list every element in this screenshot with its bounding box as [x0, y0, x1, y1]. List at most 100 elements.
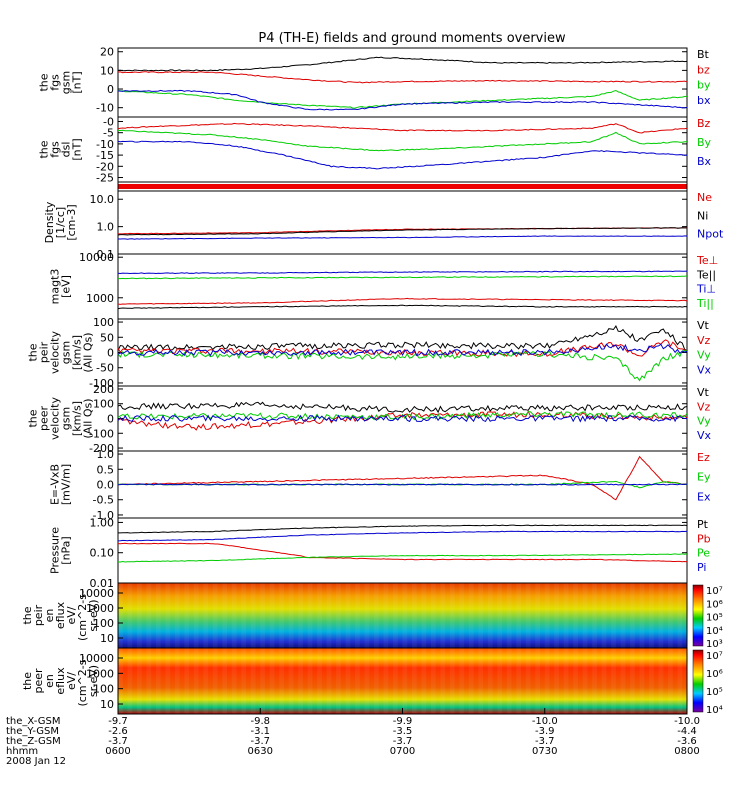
y-tick-label: 10: [100, 632, 114, 645]
y-tick-label: -10: [96, 138, 114, 151]
panels-layer: 20100-10thefgsgsm[nT]Btbzbybx-0-5-10-15-…: [21, 46, 724, 716]
panel-5: 100 50 0 -50 -100 thepeirvelocitygsm[km/s](Al…: [27, 316, 712, 390]
y-axis-label: [nPa]: [60, 536, 73, 564]
spectrogram-texture: [468, 583, 474, 648]
spectrogram-texture: [279, 583, 284, 648]
x-axis-value: -10.0: [674, 716, 700, 727]
y-axis-label: gsm: [60, 407, 73, 430]
colorbar-tick: 10⁶: [706, 599, 723, 610]
legend-entry: Te||: [696, 268, 716, 281]
spectrogram-texture: [298, 583, 303, 648]
y-tick-label: -100: [89, 377, 114, 390]
colorbar: [692, 584, 704, 647]
y-tick-label: 10000: [79, 652, 114, 665]
y-tick-label: 100: [93, 617, 114, 630]
spectrogram-texture: [658, 648, 664, 714]
y-tick-label: 1000: [86, 292, 114, 305]
y-axis-label: [km/s]: [71, 335, 84, 370]
spectrogram-texture: [193, 583, 199, 648]
spectrogram-texture: [241, 583, 247, 648]
spectrogram-texture: [336, 648, 341, 714]
spectrogram-texture: [165, 648, 171, 714]
spectrogram-texture: [525, 648, 531, 714]
spectrogram-texture: [677, 583, 683, 648]
y-axis-label: peir: [38, 341, 51, 363]
spectrogram-texture: [440, 648, 446, 714]
series-line-Vy: [117, 350, 688, 382]
y-tick-label: 1.0: [97, 221, 115, 234]
spectrogram-texture: [127, 583, 133, 648]
colorbar-tick: 10³: [706, 639, 723, 650]
x-axis-value: -3.6: [677, 736, 697, 747]
series-line-By: [117, 129, 687, 152]
y-tick-label: -50: [96, 362, 114, 375]
spectrogram-texture: [231, 648, 237, 714]
spectrogram-texture: [611, 648, 616, 714]
legend-entry: by: [697, 79, 711, 92]
spectrogram-texture: [506, 583, 512, 648]
flag-bar: [118, 184, 687, 189]
y-axis-label: sr-eV): [87, 599, 100, 631]
legend-entry: Vy: [697, 415, 711, 428]
y-axis-label: sr-eV): [87, 665, 100, 697]
spectrogram-texture: [393, 648, 398, 714]
x-axis-value: 0630: [248, 746, 273, 757]
x-axis-row-label: the_Z-GSM: [6, 736, 61, 747]
legend-entry: Vz: [697, 334, 711, 347]
y-tick-label: 1.0: [97, 448, 115, 461]
spectrogram-texture: [288, 648, 294, 714]
series-line-Bz: [117, 122, 688, 134]
spectrogram-texture: [421, 583, 427, 648]
legend-entry: Vx: [697, 363, 712, 376]
spectrogram-texture: [364, 648, 370, 714]
y-axis-label: the: [38, 73, 51, 91]
legend-entry: Vt: [697, 319, 710, 332]
series-line-Bx: [117, 140, 688, 170]
y-axis-label: [nT]: [71, 71, 84, 93]
series-line-Vz: [117, 339, 688, 358]
x-axis-value: -9.8: [250, 716, 270, 727]
spectrogram-texture: [573, 583, 578, 648]
y-tick-label: 10000: [79, 251, 114, 264]
spectrogram-texture: [430, 648, 436, 714]
spectrogram-texture: [582, 648, 588, 714]
x-axis-value: -3.7: [535, 736, 555, 747]
x-axis-value: -3.7: [393, 736, 413, 747]
y-tick-label: 0.0: [97, 479, 115, 492]
spectrogram-texture: [364, 583, 370, 648]
spectrogram-texture: [544, 583, 550, 648]
panel-7: 1.0 0.5 0.0 -0.5 -1.0 E=-VxB[mV/m] Ez Ey Ex: [49, 448, 711, 522]
y-tick-label: -10: [96, 102, 114, 115]
spectrogram-texture: [127, 648, 133, 714]
y-axis-label: [eV]: [60, 275, 73, 298]
spectrogram-texture: [383, 648, 389, 714]
x-axis-value: -2.6: [108, 726, 128, 737]
spectrogram-texture: [668, 648, 673, 714]
x-axis-value: -9.7: [108, 716, 128, 727]
legend-entry: Ez: [697, 451, 710, 464]
spectrogram-texture: [658, 583, 664, 648]
y-tick-label: 200: [93, 383, 114, 396]
panel-9: 10⁷ 10⁶ 10⁵ 10⁴ 10³ 10000 1000 100 10 thepeirenef…: [21, 582, 723, 650]
series-line-Ex: [117, 483, 688, 486]
spectrogram-texture: [649, 583, 654, 648]
colorbar: [692, 649, 704, 713]
x-axis-value: -3.7: [250, 736, 270, 747]
spectrogram-texture: [269, 583, 275, 648]
y-tick-label: 100: [93, 316, 114, 329]
spectrogram-texture: [212, 583, 218, 648]
y-tick-label: -5: [103, 127, 114, 140]
spectrogram-texture: [307, 648, 313, 714]
spectrogram-texture: [468, 648, 474, 714]
spectrogram-texture: [563, 648, 569, 714]
series-line-Vt: [117, 401, 688, 414]
spectrogram: [118, 583, 687, 648]
legend-entry: Npot: [697, 228, 724, 241]
spectrogram-texture: [231, 583, 237, 648]
spectrogram-texture: [260, 583, 265, 648]
spectrogram-texture: [241, 648, 247, 714]
y-axis-label: Pressure: [49, 527, 62, 574]
spectrogram-texture: [668, 583, 673, 648]
y-tick-label: 10: [100, 64, 114, 77]
spectrogram-texture: [506, 648, 512, 714]
